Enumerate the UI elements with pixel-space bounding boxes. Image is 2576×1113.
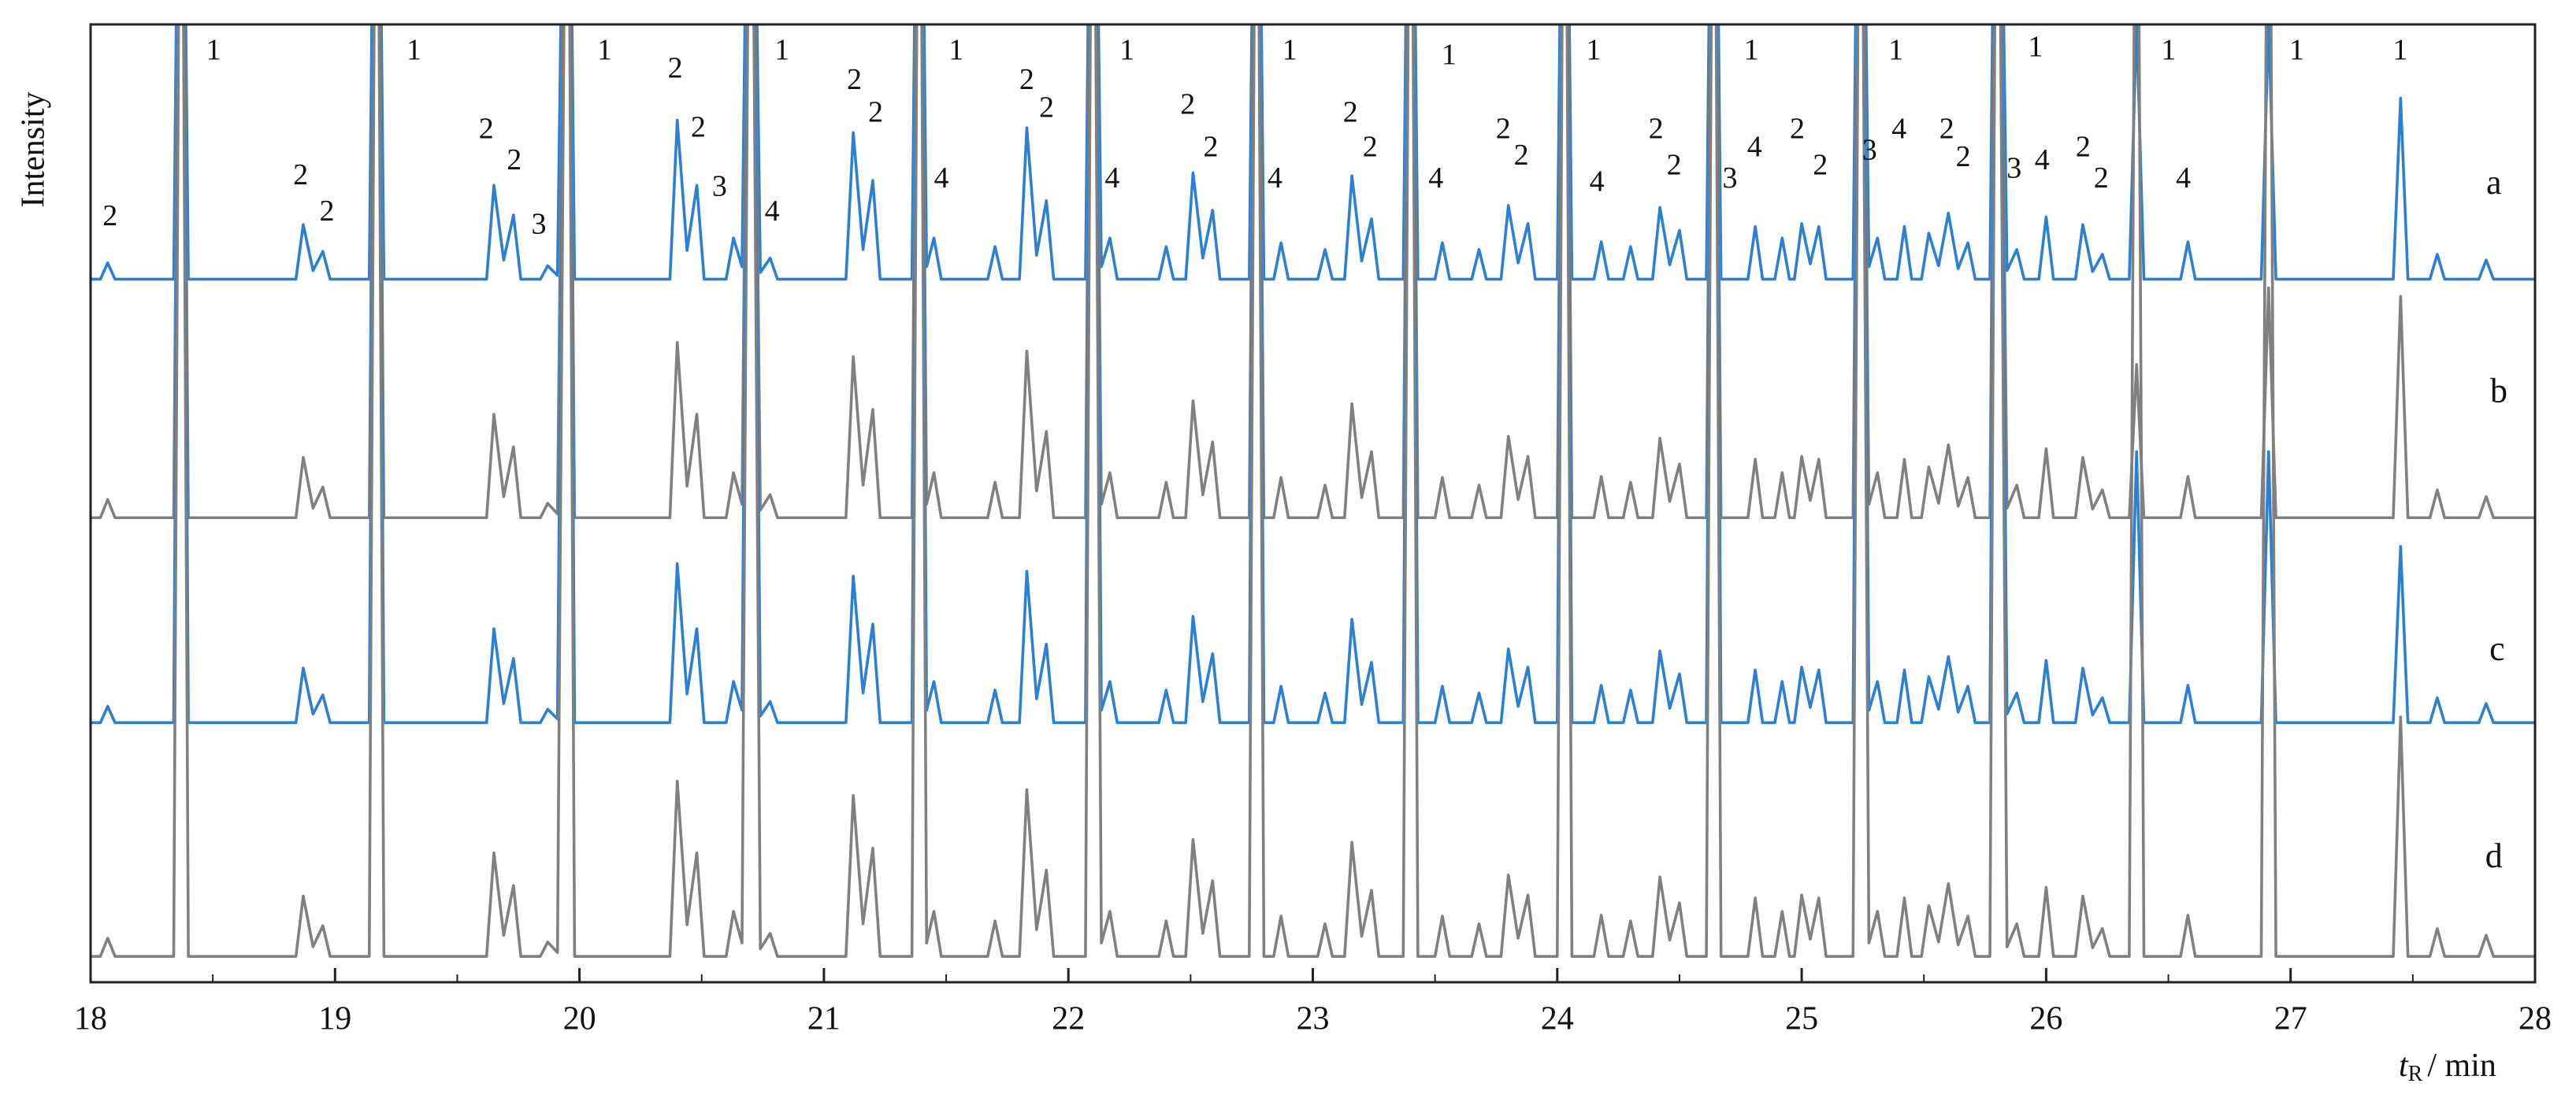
- chromatogram-trace: [91, 24, 2535, 725]
- peak-annotation: 2: [1649, 113, 1664, 146]
- peak-annotation: 1: [406, 33, 421, 66]
- trace-label: a: [2486, 163, 2502, 202]
- peak-annotation: 2: [293, 158, 308, 191]
- peak-annotation: 3: [1722, 161, 1737, 195]
- peak-annotation: 3: [1862, 134, 1877, 167]
- x-tick-label: 20: [563, 1001, 596, 1037]
- x-tick-label: 24: [1541, 1001, 1574, 1037]
- peak-annotation: 2: [691, 110, 706, 143]
- peak-annotation: 2: [847, 63, 862, 96]
- peak-annotation: 2: [1496, 113, 1511, 146]
- peak-annotation: 2: [1019, 63, 1034, 96]
- peak-annotation: 3: [712, 170, 727, 203]
- peak-annotation: 1: [2289, 33, 2304, 66]
- chromatogram-trace: [91, 24, 2535, 958]
- x-tick-label: 18: [74, 1001, 107, 1037]
- peak-annotation: 2: [668, 51, 683, 84]
- peak-annotation: 4: [1268, 161, 1282, 195]
- peak-annotation: 1: [597, 33, 612, 66]
- traces: [91, 24, 2535, 958]
- x-label-symbol: t: [2399, 1048, 2409, 1084]
- peak-annotation: 2: [2076, 130, 2091, 163]
- peak-annotation: 2: [1343, 96, 1358, 129]
- chromatogram-trace: [91, 24, 2535, 520]
- peak-annotation: 2: [479, 113, 494, 146]
- peak-annotation: 1: [1442, 39, 1457, 72]
- x-tick-label: 26: [2029, 1001, 2062, 1037]
- peak-annotation: 4: [934, 161, 948, 195]
- x-label-subscript: R: [2408, 1062, 2423, 1086]
- peak-annotation: 2: [320, 195, 335, 228]
- peak-annotation: 1: [1744, 33, 1759, 66]
- x-tick-label: 19: [318, 1001, 351, 1037]
- peak-annotation: 1: [948, 33, 963, 66]
- peak-annotation: 2: [1813, 148, 1828, 181]
- peak-annotation: 1: [1282, 33, 1297, 66]
- peak-annotation: 4: [1428, 161, 1443, 195]
- peak-annotation: 2: [1203, 130, 1218, 163]
- x-tick-label: 27: [2274, 1001, 2307, 1037]
- peak-annotation: 2: [1790, 113, 1805, 146]
- peak-annotation: 2: [1956, 140, 1971, 173]
- peak-annotation: 1: [2392, 33, 2407, 66]
- peak-annotation: 1: [774, 33, 789, 66]
- peak-annotation: 2: [1939, 113, 1954, 146]
- peak-annotation: 2: [2094, 161, 2109, 195]
- x-tick-label: 28: [2518, 1001, 2552, 1037]
- peak-annotation: 1: [1119, 33, 1134, 66]
- peak-annotation: 4: [1590, 165, 1605, 198]
- x-tick-label: 23: [1297, 1001, 1330, 1037]
- x-tick-label: 25: [1785, 1001, 1818, 1037]
- peak-annotation: 2: [868, 96, 883, 129]
- x-label-unit: / min: [2427, 1048, 2496, 1084]
- trace-label: b: [2490, 372, 2507, 410]
- peak-annotation: 4: [1891, 113, 1906, 146]
- x-tick-label: 22: [1052, 1001, 1085, 1037]
- peak-annotation: 1: [2028, 30, 2043, 63]
- peak-annotation: 3: [532, 208, 547, 241]
- peak-annotation: 4: [1747, 130, 1762, 163]
- peak-annotation: 2: [1514, 139, 1529, 172]
- trace-label: c: [2489, 629, 2505, 668]
- peak-annotation: 1: [206, 33, 221, 66]
- peak-annotation: 1: [2161, 33, 2176, 66]
- peak-annotation: 4: [765, 195, 780, 228]
- peak-annotation: 2: [1039, 91, 1054, 124]
- peak-annotation: 2: [1667, 148, 1682, 181]
- peak-annotation: 2: [507, 143, 522, 176]
- peak-annotation: 4: [2035, 143, 2050, 176]
- peak-annotation: 2: [1180, 87, 1195, 121]
- peak-annotation: 2: [1363, 130, 1378, 163]
- peak-annotation: 1: [1888, 33, 1903, 66]
- trace-label: d: [2485, 837, 2503, 875]
- peak-annotation: 2: [102, 199, 117, 232]
- y-axis-label: Intensity: [16, 92, 52, 208]
- peak-annotation: 3: [2006, 152, 2021, 185]
- peak-annotation: 4: [2176, 161, 2191, 195]
- peak-annotation: 4: [1104, 161, 1119, 195]
- x-tick-label: 21: [807, 1001, 841, 1037]
- peak-annotation: 1: [1586, 33, 1601, 66]
- x-axis-label: tR / min: [2399, 1048, 2496, 1087]
- chromatogram-trace: [91, 24, 2535, 281]
